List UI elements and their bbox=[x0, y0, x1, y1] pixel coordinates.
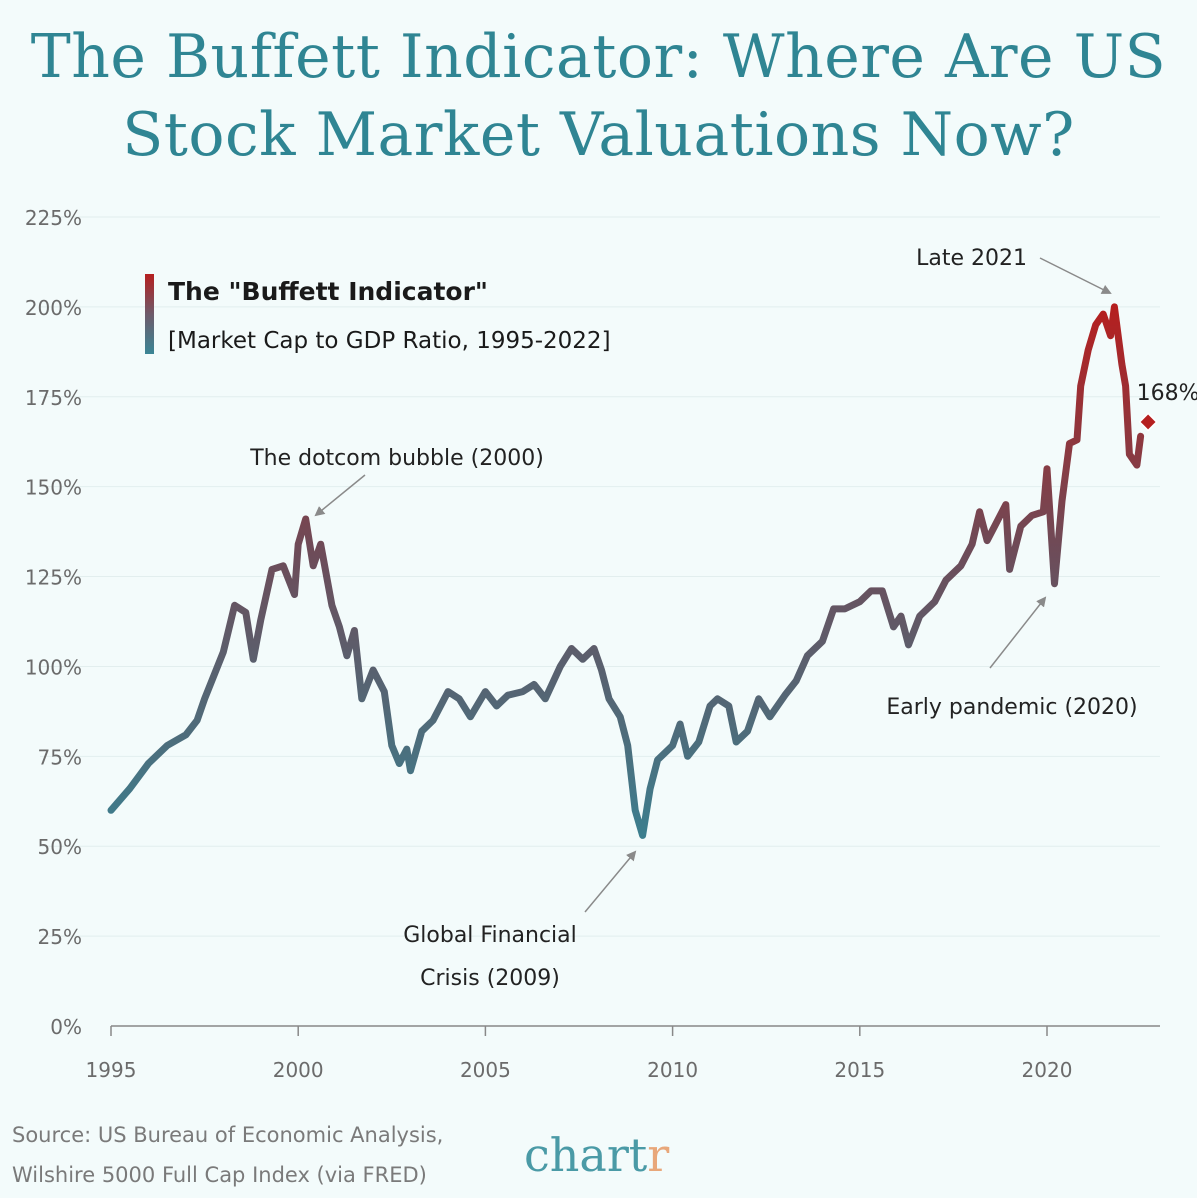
chartr-logo: chartr bbox=[524, 1128, 669, 1182]
annotation: Early pandemic (2020) bbox=[886, 596, 1138, 720]
title-line-1: The Buffett Indicator: Where Are US bbox=[30, 22, 1167, 92]
y-tick-label: 175% bbox=[25, 386, 82, 410]
legend-title: The "Buffett Indicator" bbox=[168, 277, 488, 306]
annotation-text: Crisis (2009) bbox=[420, 966, 560, 991]
arrow-icon bbox=[989, 596, 1047, 669]
y-tick-label: 75% bbox=[38, 745, 82, 769]
logo-accent: r bbox=[647, 1128, 670, 1182]
legend-subtitle: [Market Cap to GDP Ratio, 1995-2022] bbox=[168, 328, 611, 354]
annotation: Global Financial Crisis (2009) bbox=[403, 850, 637, 991]
annotation: The dotcom bubble (2000) bbox=[249, 446, 544, 517]
x-tick-label: 2020 bbox=[1022, 1058, 1073, 1082]
legend: The "Buffett Indicator" [Market Cap to G… bbox=[145, 274, 611, 354]
x-tick-label: 2005 bbox=[460, 1058, 511, 1082]
y-axis: 0% 25% 50% 75% 100% 125% 150% 175% 200% 225% bbox=[25, 206, 82, 1039]
y-tick-label: 150% bbox=[25, 476, 82, 500]
y-tick-label: 100% bbox=[25, 655, 82, 679]
annotation-text: Late 2021 bbox=[916, 246, 1027, 271]
y-tick-label: 25% bbox=[38, 925, 82, 949]
annotation-text: Early pandemic (2020) bbox=[886, 695, 1137, 720]
arrow-icon bbox=[1039, 257, 1112, 294]
annotation-text: The dotcom bubble (2000) bbox=[249, 446, 544, 471]
grid bbox=[40, 216, 1160, 937]
x-tick-label: 2010 bbox=[647, 1058, 698, 1082]
latest-point-label: 168% bbox=[1137, 381, 1197, 406]
source-line-2: Wilshire 5000 Full Cap Index (via FRED) bbox=[12, 1163, 427, 1187]
y-tick-label: 225% bbox=[25, 206, 82, 230]
annotation-text: Global Financial bbox=[403, 923, 577, 948]
logo-text: chart bbox=[524, 1128, 648, 1182]
y-tick-label: 200% bbox=[25, 296, 82, 320]
title-line-2: Stock Market Valuations Now? bbox=[122, 100, 1075, 170]
x-tick-label: 2015 bbox=[834, 1058, 885, 1082]
x-axis: 1995 2000 2005 2010 2015 2020 bbox=[86, 1025, 1160, 1082]
arrow-icon bbox=[584, 850, 637, 913]
source-line-1: Source: US Bureau of Economic Analysis, bbox=[12, 1123, 444, 1147]
legend-color-bar bbox=[145, 274, 154, 354]
chart-title: The Buffett Indicator: Where Are US Stoc… bbox=[0, 18, 1197, 174]
series-line bbox=[107, 303, 1145, 839]
y-tick-label: 125% bbox=[25, 566, 82, 590]
source-note: Source: US Bureau of Economic Analysis, … bbox=[12, 1115, 443, 1195]
y-tick-label: 50% bbox=[38, 835, 82, 859]
arrow-icon bbox=[314, 474, 366, 517]
x-tick-label: 2000 bbox=[273, 1058, 324, 1082]
latest-point-marker bbox=[1138, 412, 1158, 432]
annotation: Late 2021 bbox=[916, 246, 1112, 294]
y-tick-label: 0% bbox=[50, 1015, 82, 1039]
x-tick-label: 1995 bbox=[86, 1058, 137, 1082]
annotations: The dotcom bubble (2000) Global Financial… bbox=[249, 246, 1137, 991]
